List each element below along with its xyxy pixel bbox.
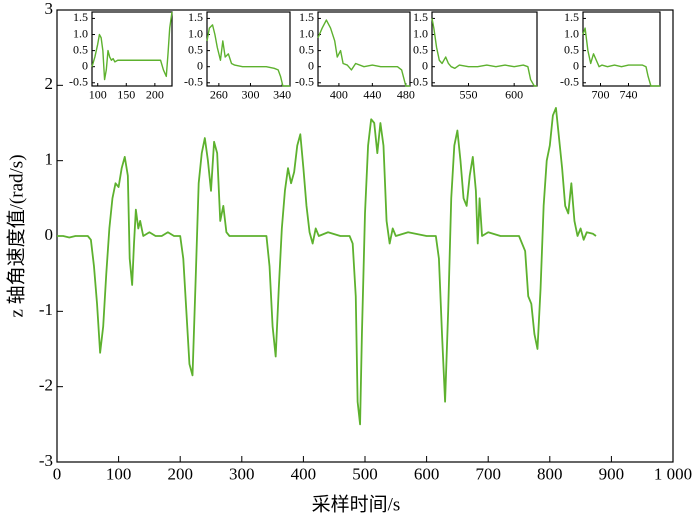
y-tick-label: -0.5 bbox=[69, 75, 88, 89]
y-tick-label: 0.5 bbox=[73, 42, 88, 56]
x-tick-label: 340 bbox=[273, 87, 291, 101]
x-tick-label: 150 bbox=[117, 87, 135, 101]
y-tick-label: -2 bbox=[39, 376, 53, 395]
x-tick-label: 100 bbox=[89, 87, 107, 101]
y-tick-label: -1 bbox=[39, 300, 53, 319]
x-tick-label: 200 bbox=[146, 87, 164, 101]
x-tick-label: 400 bbox=[291, 465, 317, 484]
data-line bbox=[206, 24, 290, 87]
x-tick-label: 400 bbox=[330, 87, 348, 101]
y-tick-label: -0.5 bbox=[295, 75, 314, 89]
x-tick-label: 200 bbox=[167, 465, 193, 484]
y-tick-label: 0 bbox=[197, 58, 203, 72]
y-tick-label: 0.5 bbox=[413, 42, 428, 56]
x-tick-label: 700 bbox=[475, 465, 501, 484]
plot-frame bbox=[317, 11, 411, 87]
x-tick-label: 500 bbox=[352, 465, 378, 484]
y-tick-label: 1.0 bbox=[299, 26, 314, 40]
x-tick-label: 700 bbox=[592, 87, 610, 101]
y-tick-label: 1.0 bbox=[564, 26, 579, 40]
y-tick-label: 1.5 bbox=[188, 10, 203, 24]
data-line bbox=[317, 19, 410, 87]
data-line bbox=[582, 27, 660, 87]
x-tick-label: 600 bbox=[414, 465, 440, 484]
y-tick-label: 0.5 bbox=[188, 42, 203, 56]
y-tick-label: 0 bbox=[573, 58, 579, 72]
y-tick-label: 1.5 bbox=[299, 10, 314, 24]
x-tick-label: 550 bbox=[460, 87, 478, 101]
data-line bbox=[91, 11, 173, 81]
y-tick-label: 0 bbox=[308, 58, 314, 72]
x-tick-label: 800 bbox=[537, 465, 563, 484]
x-tick-label: 900 bbox=[599, 465, 625, 484]
y-tick-label: 1 bbox=[45, 150, 54, 169]
x-tick-label: 300 bbox=[229, 465, 255, 484]
plot-frame bbox=[206, 11, 291, 87]
y-tick-label: 0 bbox=[82, 58, 88, 72]
y-tick-label: 0.5 bbox=[299, 42, 314, 56]
y-tick-label: 0.5 bbox=[564, 42, 579, 56]
x-tick-label: 600 bbox=[505, 87, 523, 101]
y-tick-label: -0.5 bbox=[184, 75, 203, 89]
y-tick-label: 2 bbox=[45, 74, 54, 93]
y-tick-label: -0.5 bbox=[560, 75, 579, 89]
y-tick-label: -0.5 bbox=[409, 75, 428, 89]
x-axis-label: 采样时间/s bbox=[312, 493, 401, 515]
plot-frame bbox=[431, 11, 538, 87]
y-tick-label: 1.5 bbox=[564, 10, 579, 24]
data-line bbox=[57, 107, 597, 426]
y-tick-label: 0 bbox=[45, 225, 54, 244]
y-axis-label: z 轴角速度值/(rad/s) bbox=[5, 154, 27, 317]
x-tick-label: 740 bbox=[620, 87, 638, 101]
y-tick-label: 1.0 bbox=[188, 26, 203, 40]
x-tick-label: 480 bbox=[397, 87, 415, 101]
y-tick-label: 1.5 bbox=[413, 10, 428, 24]
x-tick-label: 440 bbox=[363, 87, 381, 101]
x-tick-label: 100 bbox=[106, 465, 132, 484]
x-tick-label: 0 bbox=[53, 465, 62, 484]
x-tick-label: 1 000 bbox=[654, 465, 692, 484]
y-tick-label: 3 bbox=[45, 0, 54, 18]
y-tick-label: 1.5 bbox=[73, 10, 88, 24]
y-tick-label: 0 bbox=[422, 58, 428, 72]
y-tick-label: 1.0 bbox=[413, 26, 428, 40]
y-tick-label: -3 bbox=[39, 451, 53, 470]
y-tick-label: 1.0 bbox=[73, 26, 88, 40]
data-line bbox=[431, 18, 537, 87]
x-tick-label: 260 bbox=[210, 87, 228, 101]
x-tick-label: 300 bbox=[241, 87, 259, 101]
